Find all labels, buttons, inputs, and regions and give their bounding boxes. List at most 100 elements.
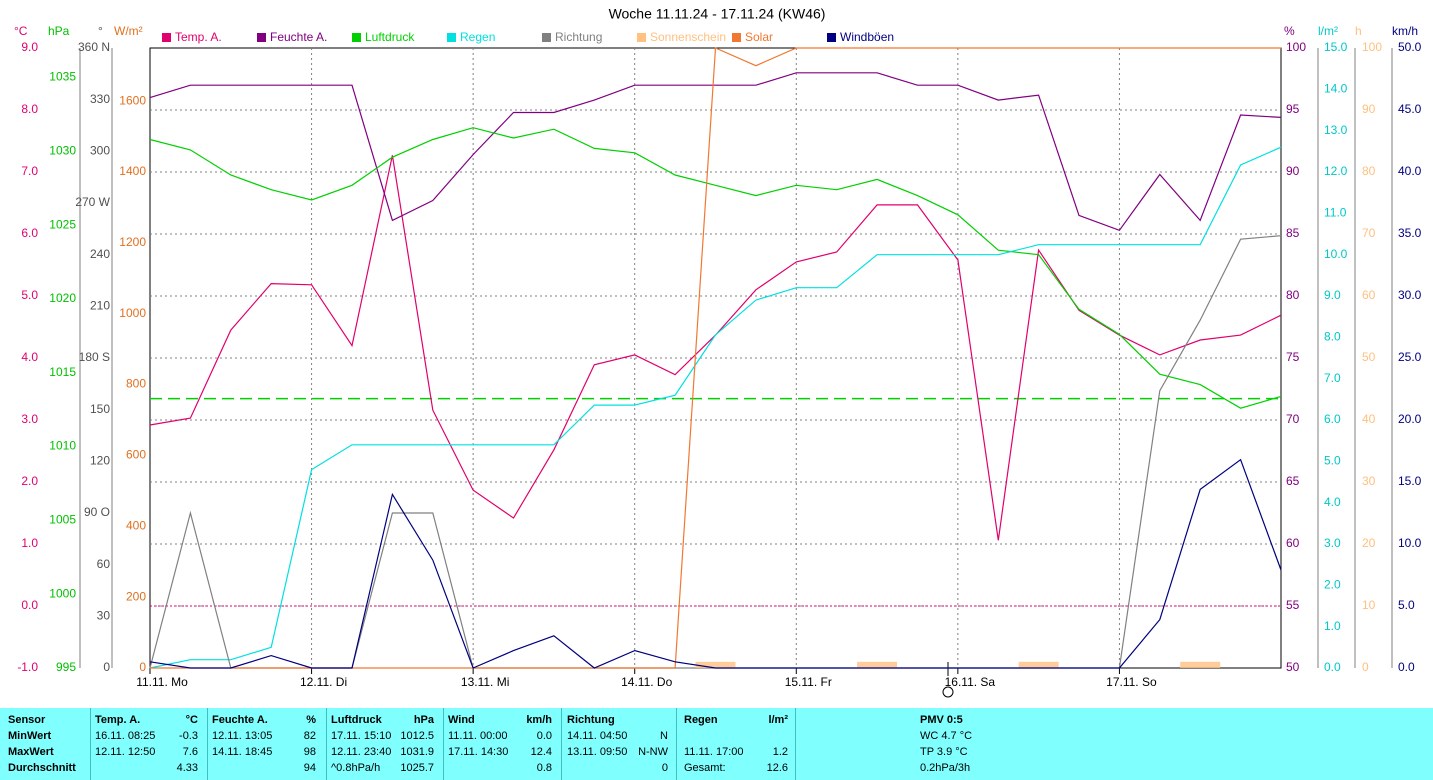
table-header: km/h	[526, 714, 552, 726]
table-cell: 11.11. 17:00	[684, 746, 744, 758]
y-tick-label: 1200	[119, 235, 146, 249]
table-cell: 94	[303, 762, 316, 774]
y-tick-label: 15.0	[1324, 40, 1348, 54]
moon-phase	[942, 686, 954, 698]
y-tick-label: 9.0	[1324, 288, 1341, 302]
table-cell: 12.11. 12:50	[95, 746, 156, 758]
sunshine-bar	[1018, 661, 1059, 668]
table-header: l/m²	[768, 714, 788, 726]
table-cell: 16.11. 08:25	[95, 730, 156, 742]
x-tick-label: 12.11. Di	[300, 675, 347, 689]
y-tick-label: 3.0	[1324, 536, 1341, 550]
table-separator	[90, 708, 91, 780]
table-cell: 12.11. 23:40	[331, 746, 392, 758]
table-header: Feuchte A.	[212, 714, 268, 726]
y-tick-label: 50	[1286, 660, 1300, 674]
y-tick-label: 14.0	[1324, 82, 1348, 96]
axis-unit: h	[1355, 24, 1362, 38]
stats-table: Sensor Temp. A. °C Feuchte A.% Luftdruck hPa W…	[0, 708, 1433, 780]
axis-unit: hPa	[48, 24, 70, 38]
y-tick-label: 30	[97, 609, 111, 623]
y-tick-label: 800	[126, 377, 146, 391]
table-header: Regen	[684, 714, 718, 726]
legend-label: Windböen	[840, 30, 894, 44]
legend-swatch	[352, 33, 361, 42]
y-tick-label: 100	[1286, 40, 1306, 54]
axis-unit: l/m²	[1318, 24, 1338, 38]
table-cell: 1031.9	[400, 746, 434, 758]
y-tick-label: 20.0	[1398, 412, 1422, 426]
y-tick-label: 50.0	[1398, 40, 1422, 54]
legend-label: Luftdruck	[365, 30, 415, 44]
table-cell: 0.2hPa/3h	[920, 762, 971, 774]
y-tick-label: 65	[1286, 474, 1300, 488]
series-line	[149, 146, 1282, 669]
y-tick-label: 1400	[119, 164, 146, 178]
legend-label: Sonnenschein	[650, 30, 726, 44]
table-header: PMV 0:5	[920, 714, 963, 726]
y-tick-label: 10.0	[1324, 247, 1348, 261]
x-tick-label: 15.11. Fr	[785, 675, 832, 689]
y-tick-label: 1025	[49, 217, 76, 231]
y-tick-label: 1000	[49, 586, 76, 600]
y-tick-label: 1.0	[21, 536, 38, 550]
table-cell: 1.2	[772, 746, 788, 758]
y-tick-label: 180 S	[79, 350, 110, 364]
y-tick-label: 80	[1286, 288, 1300, 302]
y-tick-label: 120	[90, 454, 110, 468]
y-tick-label: 70	[1362, 226, 1376, 240]
table-cell: 0.0	[536, 730, 552, 742]
axis-unit: °C	[14, 24, 28, 38]
y-tick-label: 55	[1286, 598, 1300, 612]
y-tick-label: 8.0	[21, 102, 38, 116]
y-tick-label: 85	[1286, 226, 1300, 240]
table-cell: ^0.8hPa/h	[331, 762, 381, 774]
y-tick-label: 1030	[49, 144, 76, 158]
axis-unit: °	[98, 24, 103, 38]
table-separator	[561, 708, 562, 780]
table-cell: -0.3	[179, 730, 198, 742]
table-cell: 1025.7	[400, 762, 434, 774]
table-cell: 12.6	[766, 762, 788, 774]
y-tick-label: 45.0	[1398, 102, 1422, 116]
table-cell: 12.4	[530, 746, 552, 758]
y-tick-label: 13.0	[1324, 123, 1348, 137]
y-tick-label: 70	[1286, 412, 1300, 426]
y-tick-label: 210	[90, 299, 110, 313]
table-header: Temp. A.	[95, 714, 141, 726]
y-tick-label: 10.0	[1398, 536, 1422, 550]
series-line	[149, 458, 1282, 669]
table-cell: Durchschnitt	[8, 762, 76, 774]
y-tick-label: 5.0	[1324, 454, 1341, 468]
y-tick-label: 0	[1362, 660, 1369, 674]
y-tick-label: 40.0	[1398, 164, 1422, 178]
y-tick-label: 1020	[49, 291, 76, 305]
y-tick-label: 9.0	[21, 40, 38, 54]
y-tick-label: 5.0	[1398, 598, 1415, 612]
x-tick-label: 13.11. Mi	[461, 675, 509, 689]
table-cell: 14.11. 18:45	[212, 746, 273, 758]
y-tick-label: 50	[1362, 350, 1376, 364]
y-tick-label: 4.0	[1324, 495, 1341, 509]
y-tick-label: 100	[1362, 40, 1382, 54]
y-tick-label: 95	[1286, 102, 1300, 116]
y-tick-label: 200	[126, 589, 146, 603]
table-cell: 13.11. 09:50	[567, 746, 628, 758]
y-tick-label: 35.0	[1398, 226, 1422, 240]
legend-swatch	[732, 33, 741, 42]
y-tick-label: 1015	[49, 365, 76, 379]
y-tick-label: 10	[1362, 598, 1376, 612]
legend-swatch	[637, 33, 646, 42]
y-tick-label: 60	[1362, 288, 1376, 302]
y-tick-label: 600	[126, 448, 146, 462]
legend-swatch	[542, 33, 551, 42]
table-cell: 0.8	[536, 762, 552, 774]
y-tick-label: 1.0	[1324, 619, 1341, 633]
y-tick-label: 90	[1362, 102, 1376, 116]
chart-title: Woche 11.11.24 - 17.11.24 (KW46)	[609, 6, 826, 22]
sunshine-bar	[857, 661, 898, 668]
y-tick-label: 4.0	[21, 350, 38, 364]
sunshine-bar	[695, 661, 736, 668]
y-tick-label: 0	[103, 660, 110, 674]
